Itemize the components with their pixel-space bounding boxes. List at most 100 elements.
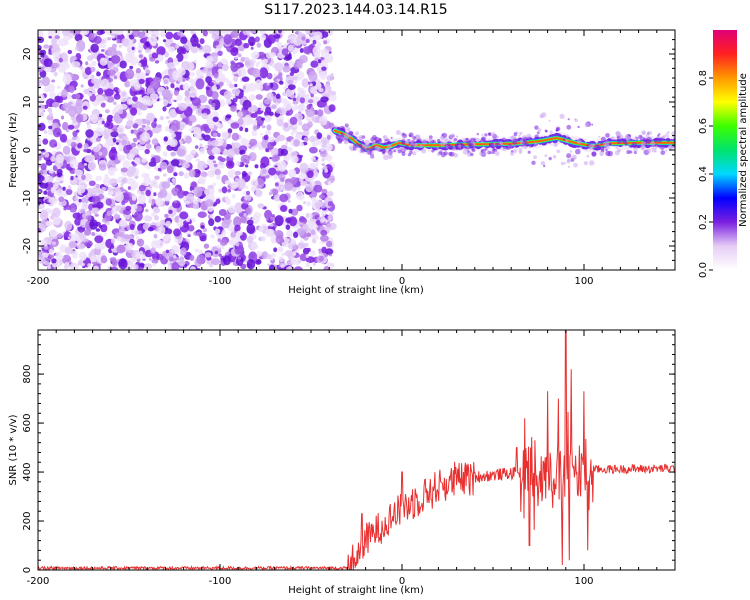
noise-speckle bbox=[225, 114, 232, 119]
noise-speckle bbox=[308, 213, 313, 219]
ridge-halo-speckle bbox=[400, 133, 404, 136]
noise-speckle bbox=[107, 69, 116, 76]
ridge-halo-speckle bbox=[440, 136, 445, 140]
ridge-halo-speckle bbox=[600, 153, 603, 157]
noise-speckle bbox=[110, 131, 119, 138]
noise-speckle bbox=[281, 252, 286, 257]
noise-speckle bbox=[118, 258, 128, 270]
ridge-halo-speckle bbox=[591, 123, 594, 126]
noise-speckle bbox=[130, 142, 137, 148]
ridge-halo-speckle bbox=[646, 136, 653, 143]
ridge-halo-speckle bbox=[491, 150, 495, 155]
noise-speckle bbox=[268, 264, 275, 270]
noise-speckle bbox=[166, 165, 174, 174]
ridge-halo-speckle bbox=[404, 144, 409, 150]
noise-speckle bbox=[116, 244, 126, 254]
noise-speckle bbox=[192, 198, 199, 205]
noise-speckle bbox=[320, 229, 328, 236]
noise-speckle bbox=[51, 79, 56, 83]
noise-speckle bbox=[254, 36, 260, 43]
noise-speckle bbox=[286, 136, 291, 142]
ridge-halo-speckle bbox=[354, 138, 357, 142]
noise-speckle bbox=[180, 47, 187, 55]
noise-speckle bbox=[189, 87, 198, 98]
noise-speckle bbox=[49, 45, 53, 49]
noise-speckle bbox=[39, 210, 49, 221]
noise-speckle bbox=[251, 51, 260, 60]
noise-speckle bbox=[252, 68, 261, 78]
ridge-halo-speckle bbox=[534, 134, 539, 139]
noise-speckle bbox=[199, 235, 207, 242]
noise-speckle bbox=[237, 256, 242, 260]
noise-speckle bbox=[199, 147, 205, 155]
ridge-halo-speckle bbox=[387, 151, 391, 155]
noise-speckle bbox=[43, 58, 53, 68]
noise-speckle bbox=[202, 30, 208, 37]
ridge-halo-speckle bbox=[475, 137, 480, 142]
noise-speckle bbox=[129, 257, 137, 263]
ridge-halo-speckle bbox=[485, 140, 488, 143]
spectrogram-xtick-label: 0 bbox=[399, 276, 405, 287]
noise-speckle bbox=[179, 211, 189, 220]
noise-speckle bbox=[81, 174, 86, 180]
ridge-halo-speckle bbox=[452, 139, 455, 142]
noise-speckle bbox=[212, 182, 217, 186]
noise-speckle bbox=[312, 156, 316, 161]
ridge-halo-speckle bbox=[496, 135, 500, 139]
ridge-halo-speckle bbox=[609, 142, 612, 146]
noise-speckle bbox=[246, 223, 256, 234]
noise-speckle bbox=[290, 130, 295, 136]
noise-speckle bbox=[65, 258, 70, 262]
ridge-halo-speckle bbox=[495, 142, 501, 148]
noise-speckle bbox=[38, 30, 44, 38]
ridge-halo-speckle bbox=[470, 152, 474, 157]
noise-speckle bbox=[203, 189, 210, 195]
noise-speckle bbox=[227, 188, 232, 193]
ridge-halo-speckle bbox=[518, 134, 521, 137]
ridge-halo-speckle bbox=[643, 137, 648, 143]
noise-speckle bbox=[289, 93, 295, 99]
noise-speckle bbox=[130, 180, 139, 190]
noise-speckle bbox=[307, 247, 311, 252]
noise-speckle bbox=[71, 61, 81, 68]
noise-speckle bbox=[176, 53, 184, 62]
noise-speckle bbox=[131, 46, 135, 51]
noise-speckle bbox=[146, 112, 155, 122]
noise-speckle bbox=[150, 247, 156, 254]
noise-speckle bbox=[122, 160, 131, 169]
noise-speckle bbox=[250, 105, 258, 113]
noise-speckle bbox=[129, 79, 139, 87]
noise-speckle bbox=[320, 74, 326, 80]
noise-speckle bbox=[325, 248, 334, 255]
ridge-halo-speckle bbox=[417, 138, 422, 143]
noise-speckle bbox=[237, 53, 242, 58]
noise-speckle bbox=[155, 145, 161, 153]
noise-speckle bbox=[53, 54, 61, 62]
noise-speckle bbox=[141, 124, 146, 128]
noise-speckle bbox=[321, 66, 327, 71]
noise-speckle bbox=[49, 197, 58, 205]
noise-speckle bbox=[64, 220, 73, 231]
ridge-halo-speckle bbox=[584, 123, 589, 128]
noise-speckle bbox=[197, 211, 207, 218]
noise-speckle bbox=[45, 159, 53, 166]
ridge-halo-speckle bbox=[360, 147, 366, 153]
noise-speckle bbox=[275, 93, 281, 100]
noise-speckle bbox=[235, 242, 240, 247]
noise-speckle bbox=[136, 207, 142, 212]
noise-speckle bbox=[173, 99, 177, 103]
noise-speckle bbox=[279, 193, 289, 203]
ridge-halo-speckle bbox=[533, 155, 537, 160]
noise-speckle bbox=[115, 142, 120, 145]
ridge-halo-speckle bbox=[560, 161, 565, 166]
noise-speckle bbox=[143, 175, 151, 185]
noise-speckle bbox=[124, 80, 131, 88]
noise-speckle bbox=[292, 50, 297, 55]
noise-speckle bbox=[100, 255, 108, 264]
ridge-halo-speckle bbox=[567, 118, 570, 121]
noise-speckle bbox=[140, 131, 150, 142]
noise-speckle bbox=[212, 197, 216, 200]
noise-speckle bbox=[191, 181, 197, 188]
noise-speckle bbox=[162, 106, 167, 112]
noise-speckle bbox=[223, 34, 232, 45]
